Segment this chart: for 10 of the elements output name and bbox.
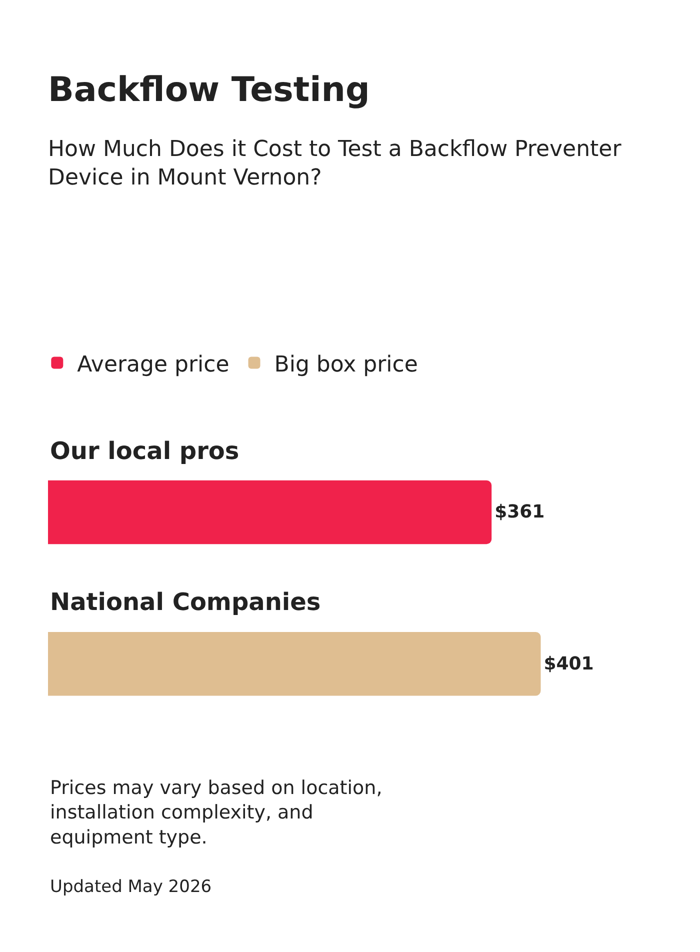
legend-label: Average price (77, 352, 230, 378)
text: Updated May 2026 (50, 877, 212, 897)
y-tick-label: Our local pros (50, 437, 240, 465)
data-label: $361 (494, 502, 545, 523)
chart-subtitle: How Much Does it Cost to Test a Backflow Preventer Device in Mount Vernon? (48, 137, 622, 191)
y-tick-label: National Companies (50, 588, 321, 616)
legend-label: Big box price (274, 352, 418, 378)
data-label: $401 (544, 653, 594, 674)
text: Prices may vary based on location, installation complexity, and equipment type. (50, 777, 382, 848)
chart-title: Backflow Testing (48, 70, 370, 110)
